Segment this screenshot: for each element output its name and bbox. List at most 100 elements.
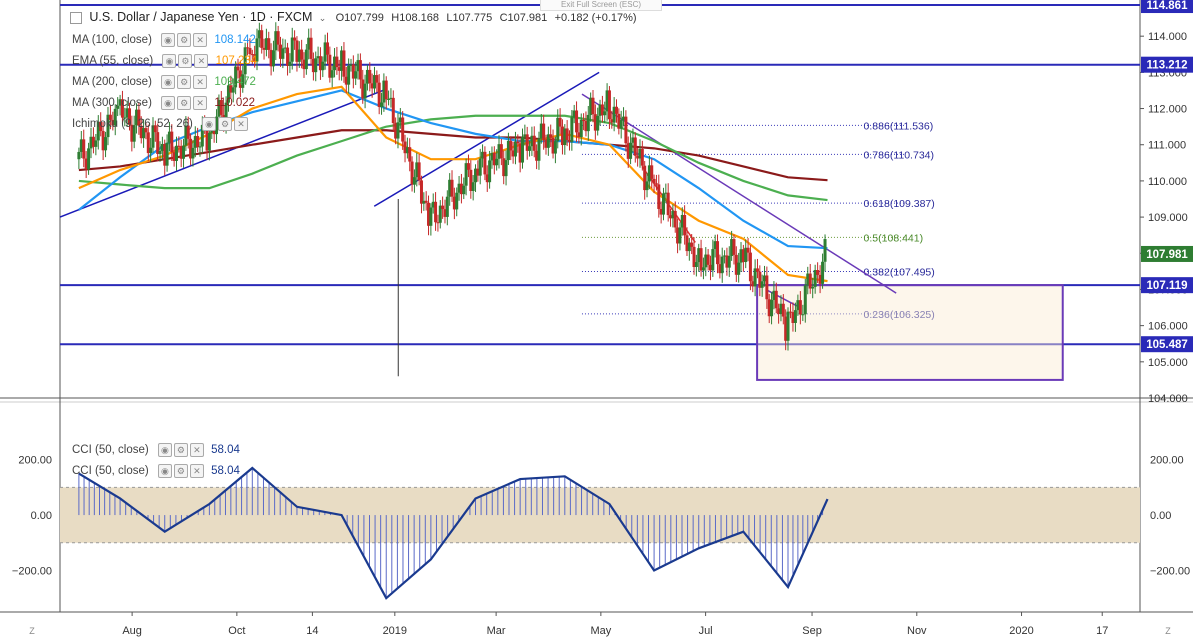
candle-body: [680, 214, 684, 228]
collapse-icon[interactable]: [70, 11, 82, 24]
eye-icon[interactable]: ◉: [162, 53, 177, 68]
eye-icon[interactable]: ◉: [157, 463, 172, 478]
price-tick-label: 109.000: [1148, 212, 1188, 224]
candle-body: [412, 177, 416, 185]
gear-icon[interactable]: ⚙: [177, 32, 192, 47]
eye-icon[interactable]: ◉: [161, 32, 176, 47]
price-badge-label: 107.981: [1146, 249, 1188, 261]
time-tick-label: 2020: [1009, 625, 1033, 637]
candle-body: [813, 270, 817, 287]
close-icon[interactable]: ✕: [194, 53, 209, 68]
close-icon[interactable]: ✕: [234, 116, 249, 131]
candle-body: [394, 123, 398, 139]
candle-body: [255, 38, 259, 62]
range-box[interactable]: [756, 284, 1064, 381]
candle-body: [443, 209, 447, 217]
candle-body: [314, 58, 318, 73]
indicator-label: Ichimoku (9, 26, 52, 26): [72, 118, 193, 130]
indicator-controls[interactable]: ◉ ⚙ ✕: [161, 74, 209, 90]
gear-icon[interactable]: ⚙: [178, 53, 193, 68]
candle-body: [271, 50, 275, 67]
candle-body: [575, 110, 579, 133]
indicator-controls[interactable]: ◉ ⚙ ✕: [157, 463, 206, 479]
indicator-controls[interactable]: ◉ ⚙ ✕: [202, 116, 250, 132]
candle-body: [403, 141, 407, 154]
close-icon[interactable]: ✕: [189, 463, 204, 478]
indicator-ma100[interactable]: MA (100, close) ◉ ⚙ ✕ 108.142: [72, 32, 256, 48]
candle-body: [549, 134, 553, 138]
candle-body: [96, 121, 100, 141]
candle-body: [471, 182, 475, 191]
close-value: C107.981: [499, 12, 548, 24]
candle-body: [123, 117, 127, 119]
indicator-controls[interactable]: ◉ ⚙ ✕: [161, 95, 209, 111]
candle-body: [125, 108, 129, 118]
candle-body: [354, 71, 358, 79]
candle-body: [337, 67, 341, 71]
eye-icon[interactable]: ◉: [161, 74, 176, 89]
indicator-ma200[interactable]: MA (200, close) ◉ ⚙ ✕ 109.472: [72, 74, 256, 90]
candle-body: [803, 285, 807, 315]
cci-tick-label: −200.00: [12, 565, 52, 577]
gear-icon[interactable]: ⚙: [173, 463, 188, 478]
candle-body: [189, 138, 193, 159]
indicator-controls[interactable]: ◉ ⚙ ✕: [157, 442, 206, 458]
candle-body: [286, 47, 290, 66]
candle-body: [405, 147, 409, 154]
candle-body: [104, 137, 108, 151]
indicator-ma300[interactable]: MA (300, close) ◉ ⚙ ✕ 110.022: [72, 95, 255, 111]
candle-body: [363, 83, 367, 99]
candle-body: [786, 311, 790, 341]
price-tick-label: 105.000: [1148, 357, 1188, 369]
eye-icon[interactable]: ◉: [202, 116, 217, 131]
indicator-controls[interactable]: ◉ ⚙ ✕: [162, 53, 210, 69]
exit-fullscreen-button[interactable]: Exit Full Screen (ESC): [540, 0, 662, 11]
indicator-cci-1[interactable]: CCI (50, close) ◉ ⚙ ✕ 58.04: [72, 442, 240, 458]
candle-body: [288, 61, 292, 66]
gear-icon[interactable]: ⚙: [177, 74, 192, 89]
gear-icon[interactable]: ⚙: [173, 442, 188, 457]
candle-body: [127, 108, 131, 125]
fibonacci-retracement[interactable]: 0.886(111.536) 0.786(110.734) 0.618(109.38…: [581, 120, 935, 321]
indicator-ema55[interactable]: EMA (55, close) ◉ ⚙ ✕ 107.234: [72, 53, 257, 69]
candle-body: [474, 168, 478, 183]
gear-icon[interactable]: ⚙: [177, 95, 192, 110]
gear-icon[interactable]: ⚙: [218, 116, 233, 131]
candle-body: [207, 132, 211, 151]
cci-tick-label: 0.00: [31, 510, 52, 522]
close-icon[interactable]: ✕: [193, 32, 208, 47]
candle-body: [763, 275, 767, 282]
price-badge: [1141, 277, 1193, 294]
candle-body: [323, 42, 327, 62]
close-icon[interactable]: ✕: [189, 442, 204, 457]
candle-body: [253, 54, 257, 62]
price-badge-label: 105.487: [1146, 339, 1188, 351]
symbol-name[interactable]: U.S. Dollar / Japanese Yen · 1D · FXCM: [89, 10, 313, 24]
candle-body: [260, 30, 264, 48]
candle-body: [711, 249, 715, 271]
candle-body: [274, 31, 278, 51]
candle-body: [224, 102, 228, 126]
candle-body: [806, 273, 810, 286]
candle-body: [821, 261, 825, 284]
close-icon[interactable]: ✕: [193, 95, 208, 110]
indicator-controls[interactable]: ◉ ⚙ ✕: [161, 32, 209, 48]
eye-icon[interactable]: ◉: [157, 442, 172, 457]
candle-body: [605, 90, 609, 112]
candle-body: [626, 143, 630, 159]
settings-icon: Z: [29, 626, 35, 636]
candle-body: [796, 300, 800, 311]
candle-body: [257, 30, 261, 39]
candle-body: [262, 47, 266, 50]
indicator-cci-2[interactable]: CCI (50, close) ◉ ⚙ ✕ 58.04: [72, 463, 240, 479]
candle-body: [746, 247, 750, 253]
close-icon[interactable]: ✕: [193, 74, 208, 89]
dropdown-icon[interactable]: ⌄: [318, 13, 327, 23]
candle-body: [436, 222, 440, 224]
candle-body: [377, 82, 381, 107]
indicator-ichimoku[interactable]: Ichimoku (9, 26, 52, 26) ◉ ⚙ ✕: [72, 116, 250, 132]
eye-icon[interactable]: ◉: [161, 95, 176, 110]
candle-body: [664, 192, 668, 194]
candle-body: [316, 56, 320, 59]
price-badge-label: 113.212: [1147, 60, 1188, 72]
